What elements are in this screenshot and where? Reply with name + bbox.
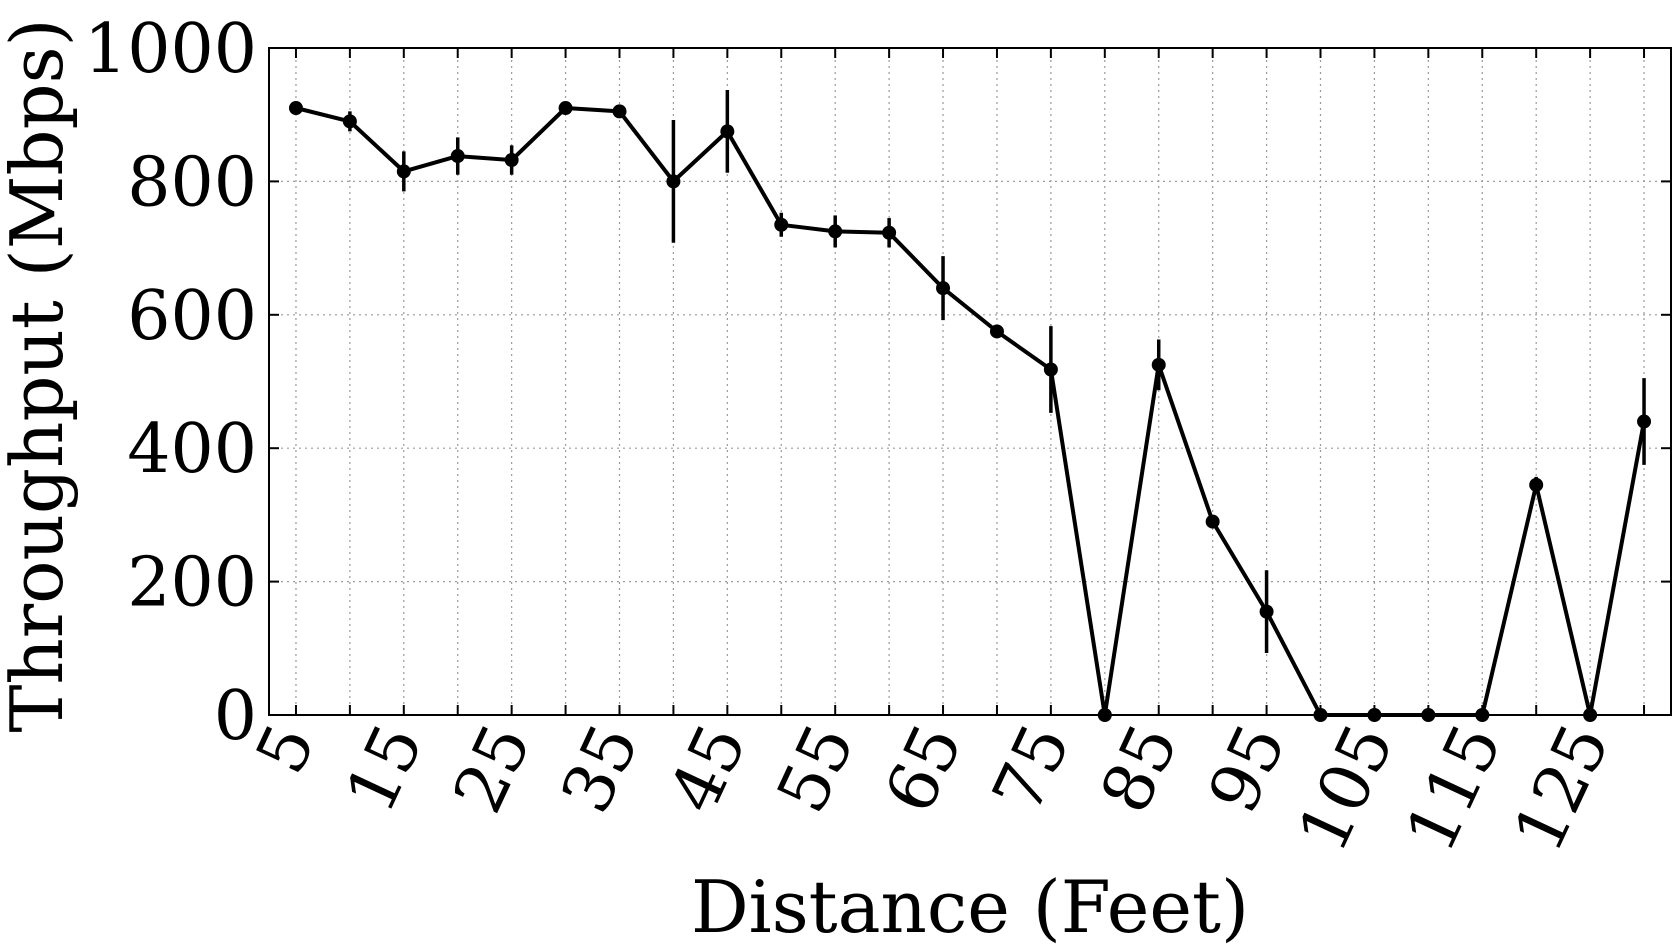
x-tick-label: 45 (655, 713, 763, 825)
data-point (450, 149, 465, 164)
data-point (882, 225, 897, 240)
data-point (989, 324, 1004, 339)
x-tick-label: 25 (439, 713, 547, 825)
series-layer (288, 90, 1652, 722)
data-point (1529, 477, 1544, 492)
data-point (1637, 414, 1652, 429)
data-point (1151, 357, 1166, 372)
grid-lines (269, 47, 1671, 716)
data-point (504, 153, 519, 168)
x-axis-title: Distance (Feet) (691, 865, 1249, 949)
data-point (1259, 604, 1274, 619)
x-tick-label: 95 (1194, 713, 1302, 825)
y-tick-label: 600 (127, 277, 257, 356)
data-point (1205, 514, 1220, 529)
x-tick-label: 65 (870, 713, 978, 825)
data-point (558, 101, 573, 116)
y-tick-label: 1000 (84, 10, 257, 89)
data-point (774, 217, 789, 232)
data-point (828, 224, 843, 239)
data-point (720, 124, 735, 139)
x-tick-label: 15 (331, 713, 439, 825)
y-tick-label: 200 (127, 544, 257, 623)
y-tick-label: 800 (127, 143, 257, 222)
data-point (396, 164, 411, 179)
data-point (288, 101, 303, 116)
data-point (1043, 362, 1058, 377)
x-tick-label: 85 (1086, 713, 1194, 825)
x-tick-label: 35 (547, 713, 655, 825)
y-axis: 0 200 400 600 800 1000 (84, 10, 1671, 756)
data-point (666, 174, 681, 189)
series-line (295, 106, 1646, 717)
x-tick-label: 105 (1283, 713, 1409, 864)
x-tick-label: 5 (241, 713, 331, 786)
x-tick-label: 55 (762, 713, 870, 825)
data-point (936, 281, 951, 296)
plot-frame (268, 47, 1672, 716)
data-point (612, 104, 627, 119)
x-tick-label: 75 (978, 713, 1086, 825)
y-tick-label: 0 (214, 677, 257, 756)
x-tick-label: 115 (1391, 713, 1517, 864)
y-axis-title: Throughput (Mbps) (0, 18, 79, 732)
y-tick-label: 400 (127, 410, 257, 489)
data-point (342, 114, 357, 129)
x-tick-label: 125 (1499, 713, 1625, 864)
